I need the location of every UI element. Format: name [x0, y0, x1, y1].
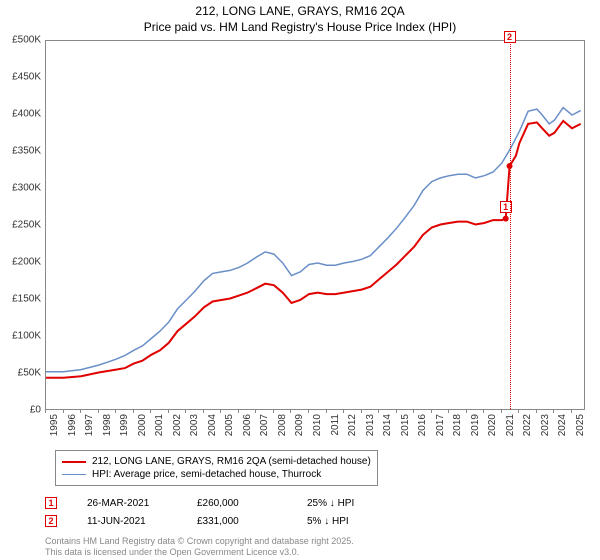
- x-tick-label: 2019: [470, 414, 481, 436]
- x-tick-label: 2015: [400, 414, 411, 436]
- y-tick-label: £350K: [12, 146, 41, 157]
- x-tick-label: 2020: [487, 414, 498, 436]
- x-tick-label: 2000: [137, 414, 148, 436]
- footer-line-2: This data is licensed under the Open Gov…: [45, 547, 354, 558]
- x-tick-label: 2021: [505, 414, 516, 436]
- marker-delta: 5% ↓ HPI: [307, 516, 387, 527]
- legend-swatch: [62, 461, 86, 463]
- y-tick-label: £400K: [12, 109, 41, 120]
- legend-label: 212, LONG LANE, GRAYS, RM16 2QA (semi-de…: [92, 456, 371, 467]
- marker-delta: 25% ↓ HPI: [307, 498, 387, 509]
- y-tick-label: £500K: [12, 35, 41, 46]
- event-marker-box: 2: [45, 515, 57, 527]
- x-tick-label: 2010: [312, 414, 323, 436]
- x-tick-label: 2024: [557, 414, 568, 436]
- y-tick-label: £150K: [12, 294, 41, 305]
- x-tick-label: 1998: [102, 414, 113, 436]
- x-tick-label: 1995: [49, 414, 60, 436]
- marker-price: £331,000: [197, 516, 277, 527]
- event-marker-box: 2: [504, 31, 516, 43]
- y-axis: £0£50K£100K£150K£200K£250K£300K£350K£400…: [0, 40, 45, 410]
- marker-date: 26-MAR-2021: [87, 498, 167, 509]
- legend-swatch: [62, 474, 86, 476]
- event-marker-box: 1: [45, 497, 57, 509]
- x-tick-label: 2022: [522, 414, 533, 436]
- y-tick-label: £250K: [12, 220, 41, 231]
- series-price_paid: [46, 121, 581, 378]
- footer-attribution: Contains HM Land Registry data © Crown c…: [45, 536, 354, 558]
- y-tick-label: £450K: [12, 72, 41, 83]
- y-tick-label: £200K: [12, 257, 41, 268]
- x-tick-label: 1996: [67, 414, 78, 436]
- marker-event-row: 1 26-MAR-2021 £260,000 25% ↓ HPI: [45, 494, 387, 512]
- event-guide-line: [510, 41, 511, 409]
- x-tick-label: 2016: [417, 414, 428, 436]
- x-tick-label: 2007: [259, 414, 270, 436]
- chart-legend: 212, LONG LANE, GRAYS, RM16 2QA (semi-de…: [55, 450, 378, 486]
- chart-container: 212, LONG LANE, GRAYS, RM16 2QA Price pa…: [0, 0, 600, 560]
- event-marker-dot: [503, 216, 509, 222]
- x-tick-label: 2018: [452, 414, 463, 436]
- x-tick-label: 2006: [242, 414, 253, 436]
- footer-line-1: Contains HM Land Registry data © Crown c…: [45, 536, 354, 547]
- marker-date: 11-JUN-2021: [87, 516, 167, 527]
- x-tick-label: 2005: [224, 414, 235, 436]
- x-tick-label: 2011: [330, 414, 341, 436]
- x-tick-label: 2001: [154, 414, 165, 436]
- legend-row: HPI: Average price, semi-detached house,…: [62, 468, 371, 481]
- title-block: 212, LONG LANE, GRAYS, RM16 2QA Price pa…: [0, 0, 600, 35]
- marker-price: £260,000: [197, 498, 277, 509]
- marker-event-row: 2 11-JUN-2021 £331,000 5% ↓ HPI: [45, 512, 387, 530]
- x-tick-label: 2003: [189, 414, 200, 436]
- x-tick-label: 2017: [435, 414, 446, 436]
- x-tick-label: 1999: [119, 414, 130, 436]
- series-hpi: [46, 108, 581, 372]
- marker-events-table: 1 26-MAR-2021 £260,000 25% ↓ HPI 2 11-JUN-202…: [45, 494, 387, 530]
- y-tick-label: £100K: [12, 331, 41, 342]
- chart-plot-area: 12: [45, 40, 585, 410]
- x-tick-label: 2012: [347, 414, 358, 436]
- x-tick-label: 2023: [540, 414, 551, 436]
- y-tick-label: £50K: [18, 368, 41, 379]
- x-tick-label: 2014: [382, 414, 393, 436]
- chart-svg: [46, 41, 584, 409]
- x-tick-label: 2002: [172, 414, 183, 436]
- x-tick-label: 2013: [365, 414, 376, 436]
- legend-label: HPI: Average price, semi-detached house,…: [92, 469, 321, 480]
- y-tick-label: £0: [30, 405, 41, 416]
- x-tick-label: 2008: [277, 414, 288, 436]
- x-tick-label: 2025: [575, 414, 586, 436]
- x-tick-label: 2004: [207, 414, 218, 436]
- x-tick-label: 1997: [84, 414, 95, 436]
- x-tick-label: 2009: [294, 414, 305, 436]
- title-line-1: 212, LONG LANE, GRAYS, RM16 2QA: [0, 4, 600, 20]
- y-tick-label: £300K: [12, 183, 41, 194]
- legend-row: 212, LONG LANE, GRAYS, RM16 2QA (semi-de…: [62, 455, 371, 468]
